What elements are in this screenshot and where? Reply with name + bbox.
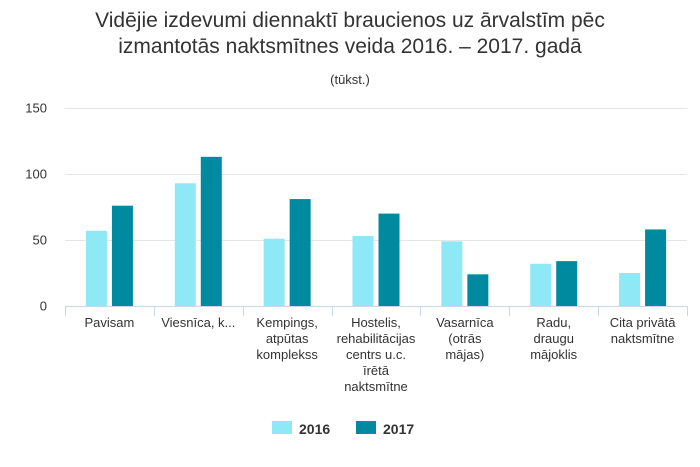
y-tick-label: 100: [25, 167, 47, 182]
chart-title-line-1: Vidējie izdevumi diennaktī braucienos uz…: [95, 9, 605, 32]
bar-2016-5[interactable]: [441, 241, 463, 306]
x-tick-label: Viesnīca, k...: [161, 315, 235, 330]
bar-2017-1[interactable]: [111, 205, 133, 306]
x-tick-label: Pavisam: [84, 315, 134, 330]
legend-item-2016[interactable]: 2016: [272, 421, 330, 437]
legend[interactable]: 2016 2017: [272, 421, 414, 437]
bar-2016-7[interactable]: [619, 273, 641, 306]
bar-2016-6[interactable]: [530, 263, 552, 306]
bar-layer: [85, 156, 667, 306]
x-tick-label: Hostelis, rehabilitācijas centrs u.c. īrētā…: [337, 315, 416, 394]
bar-2017-3[interactable]: [289, 199, 311, 306]
bar-2017-4[interactable]: [378, 213, 400, 306]
bar-2016-4[interactable]: [352, 236, 374, 306]
x-tick-label: Radu, draugu mājoklis: [530, 315, 577, 362]
legend-swatch: [272, 421, 292, 434]
x-tick-label: Kempings, atpūtas komplekss: [256, 315, 318, 362]
axis-layer: 0 50 100 150 Pavisam Viesnīca, k... Kempings, a…: [25, 101, 688, 394]
grid-layer: [65, 108, 687, 241]
bar-2017-7[interactable]: [645, 229, 667, 306]
legend-swatch: [356, 421, 376, 434]
bar-2016-3[interactable]: [263, 238, 285, 306]
bar-2017-6[interactable]: [556, 261, 578, 306]
bar-2016-2[interactable]: [174, 183, 196, 306]
bar-2017-5[interactable]: [467, 274, 489, 306]
bar-2016-1[interactable]: [85, 230, 107, 306]
y-tick-label: 50: [33, 233, 47, 248]
x-tick-label: Cita privātā naktsmītne: [610, 315, 677, 346]
legend-label: 2016: [299, 421, 330, 437]
bar-2017-2[interactable]: [200, 156, 222, 306]
legend-label: 2017: [383, 421, 414, 437]
x-tick-label: Vasarnīca (otrās mājas): [436, 315, 494, 362]
chart-title-line-2: izmantotās naktsmītnes veida 2016. – 201…: [118, 35, 582, 58]
y-tick-label: 150: [25, 101, 47, 116]
chart-subtitle: (tūkst.): [330, 72, 370, 87]
legend-item-2017[interactable]: 2017: [356, 421, 414, 437]
y-tick-label: 0: [40, 299, 47, 314]
